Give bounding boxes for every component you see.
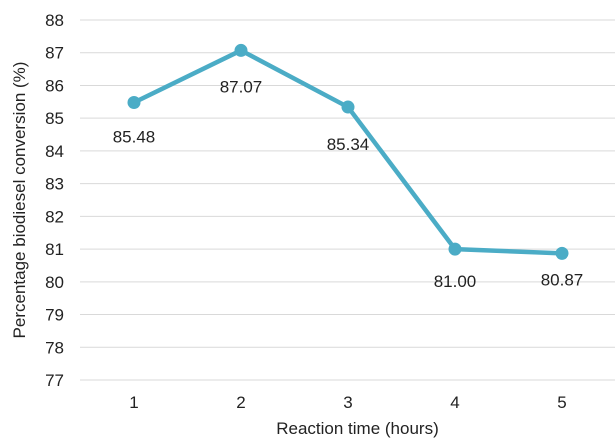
series-group bbox=[127, 43, 569, 260]
y-tick-label: 78 bbox=[45, 338, 64, 357]
y-tick-label: 86 bbox=[45, 76, 64, 95]
y-tick-labels: 77 78 79 80 81 82 83 84 85 86 87 88 bbox=[45, 11, 64, 390]
data-label: 85.48 bbox=[113, 127, 156, 146]
data-label: 80.87 bbox=[541, 270, 584, 289]
y-tick-label: 79 bbox=[45, 306, 64, 325]
y-tick-label: 84 bbox=[45, 142, 64, 161]
data-label: 81.00 bbox=[434, 272, 477, 291]
y-tick-label: 85 bbox=[45, 109, 64, 128]
x-tick-label: 2 bbox=[236, 393, 245, 412]
y-tick-label: 88 bbox=[45, 11, 64, 30]
data-label: 87.07 bbox=[220, 77, 263, 96]
data-point bbox=[448, 242, 462, 256]
y-tick-label: 80 bbox=[45, 273, 64, 292]
y-tick-label: 83 bbox=[45, 175, 64, 194]
gridlines bbox=[80, 19, 615, 381]
y-axis-label: Percentage biodiesel conversion (%) bbox=[10, 62, 29, 339]
data-point bbox=[234, 43, 248, 57]
x-tick-label: 1 bbox=[129, 393, 138, 412]
y-tick-label: 82 bbox=[45, 207, 64, 226]
x-axis-label: Reaction time (hours) bbox=[276, 419, 439, 438]
x-tick-label: 3 bbox=[343, 393, 352, 412]
data-point bbox=[127, 95, 141, 109]
data-point bbox=[341, 100, 355, 114]
y-tick-label: 81 bbox=[45, 240, 64, 259]
x-tick-labels: 1 2 3 4 5 bbox=[129, 393, 566, 412]
data-label: 85.34 bbox=[327, 135, 370, 154]
y-tick-label: 77 bbox=[45, 371, 64, 390]
x-tick-label: 4 bbox=[450, 393, 459, 412]
data-point bbox=[555, 246, 569, 260]
y-tick-label: 87 bbox=[45, 44, 64, 63]
x-tick-label: 5 bbox=[557, 393, 566, 412]
data-labels: 85.48 87.07 85.34 81.00 80.87 bbox=[113, 77, 584, 291]
